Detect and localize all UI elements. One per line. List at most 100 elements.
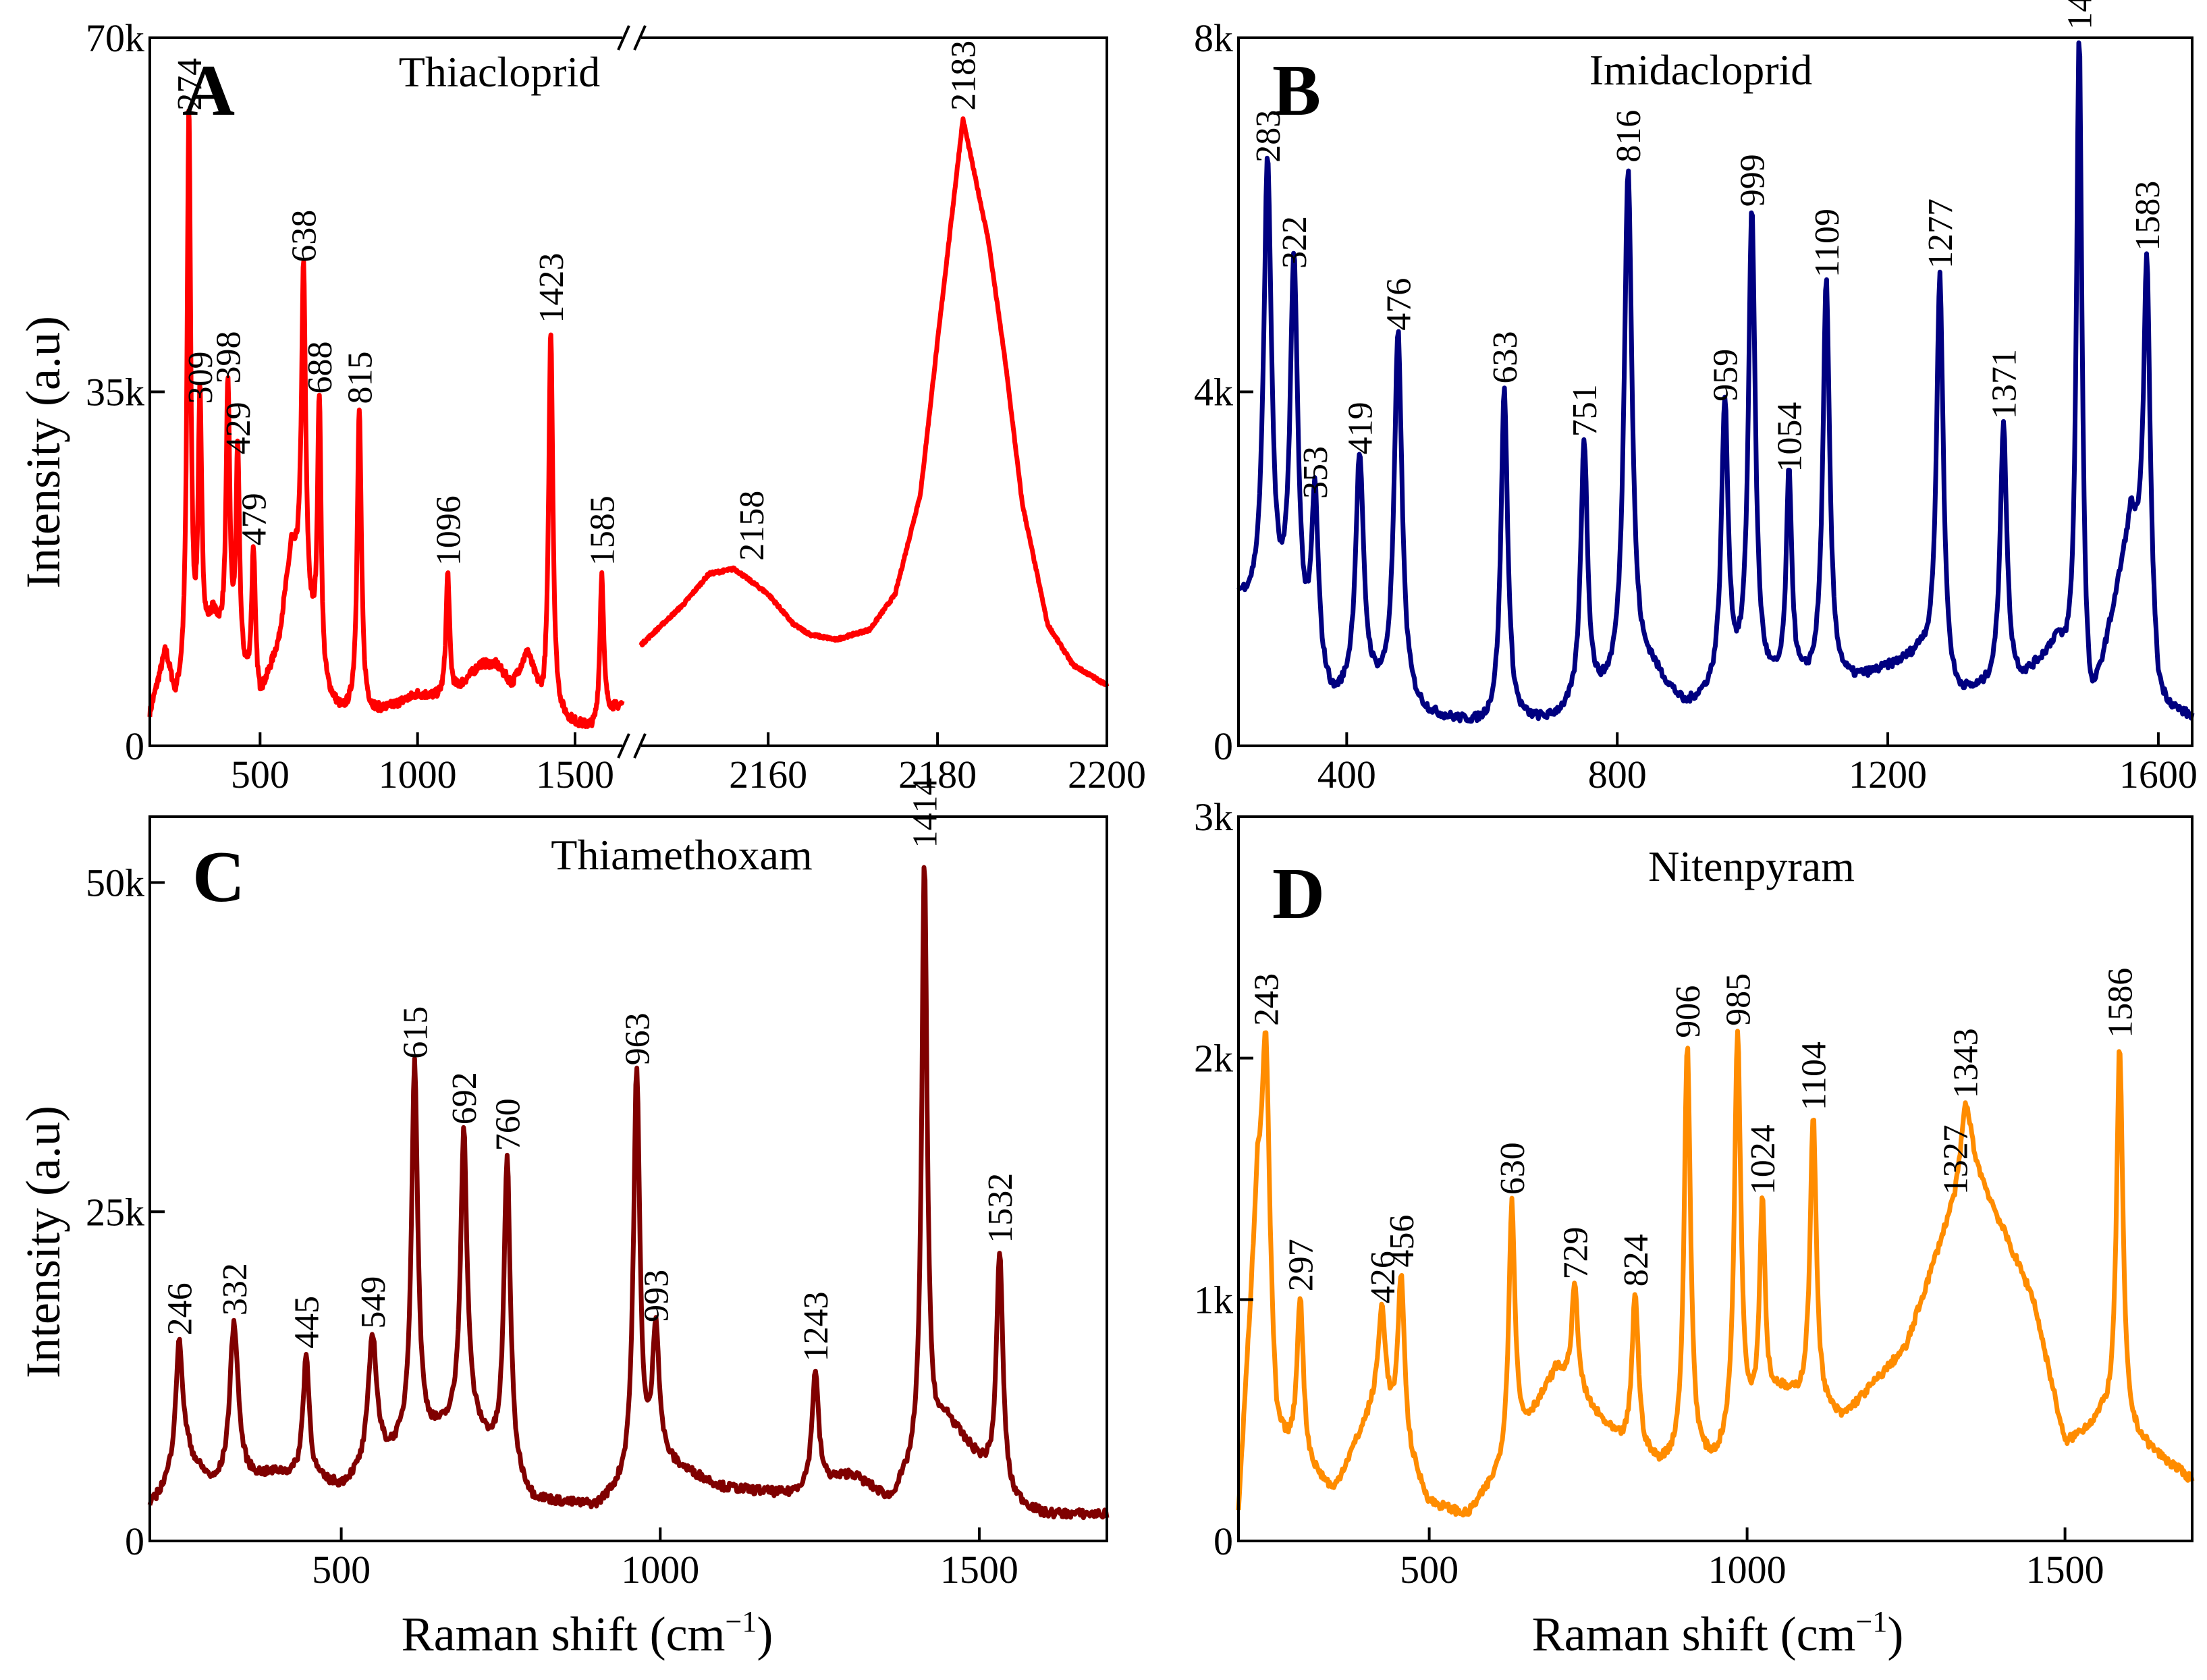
x-tick-label: 1500 bbox=[2026, 1548, 2104, 1592]
peak-label: 283 bbox=[1249, 110, 1288, 163]
spectrum-line-a-seg1 bbox=[147, 108, 625, 729]
peak-label: 999 bbox=[1734, 154, 1772, 207]
peak-label: 963 bbox=[618, 1012, 657, 1065]
peak-label: 1583 bbox=[2129, 181, 2167, 251]
x-axis-title-sup: −1 bbox=[1856, 1605, 1888, 1638]
peak-label: 1243 bbox=[797, 1291, 836, 1361]
x-axis-title-close: ) bbox=[757, 1607, 773, 1661]
peak-label: 1024 bbox=[1744, 1124, 1782, 1195]
peak-label: 1104 bbox=[1795, 1041, 1834, 1110]
peak-label: 993 bbox=[638, 1270, 676, 1322]
peak-label: 1343 bbox=[1947, 1028, 1986, 1098]
peak-label: 1327 bbox=[1937, 1124, 1976, 1195]
x-tick-label: 1500 bbox=[536, 753, 614, 796]
peak-label: 549 bbox=[354, 1276, 393, 1329]
peak-label: 1586 bbox=[2102, 968, 2140, 1038]
peak-label: 332 bbox=[216, 1263, 254, 1316]
spectrum-line-c bbox=[147, 865, 1110, 1521]
axis-break-mark bbox=[617, 733, 630, 759]
peak-label: 1585 bbox=[584, 495, 622, 566]
y-axis-title-top: Intensity (a.u) bbox=[16, 316, 70, 589]
x-tick-label: 1600 bbox=[2119, 753, 2198, 796]
peak-label: 815 bbox=[341, 352, 379, 404]
y-tick-label: 50k bbox=[86, 861, 144, 905]
y-tick-label: 4k bbox=[1194, 371, 1233, 414]
x-axis-title-main: Raman shift (cm bbox=[402, 1607, 726, 1661]
peak-label: 1371 bbox=[1985, 349, 2023, 419]
x-tick-label: 1000 bbox=[379, 753, 457, 796]
y-axis-title-bottom: Intensity (a.u) bbox=[16, 1106, 70, 1378]
panel-title-b: Imidacloprid bbox=[1589, 46, 1813, 94]
x-axis-title-left: Raman shift (cm−1) bbox=[402, 1605, 773, 1661]
y-tick-label: 2k bbox=[1194, 1037, 1233, 1081]
y-tick-label: 3k bbox=[1194, 795, 1233, 839]
panel-title-d: Nitenpyram bbox=[1648, 842, 1855, 890]
peak-label: 633 bbox=[1486, 331, 1525, 384]
peak-label: 246 bbox=[161, 1282, 200, 1335]
peak-label: 751 bbox=[1566, 384, 1604, 437]
x-tick-label: 500 bbox=[1400, 1548, 1459, 1592]
peak-label: 816 bbox=[1610, 110, 1648, 163]
peak-label: 959 bbox=[1707, 349, 1745, 402]
plot-frame-c bbox=[148, 815, 1108, 1542]
x-tick-label: 500 bbox=[231, 753, 290, 796]
peak-label: 1109 bbox=[1808, 209, 1847, 277]
peak-label: 426 bbox=[1364, 1251, 1402, 1303]
axis-break-mark bbox=[617, 25, 630, 51]
spectrum-line-b bbox=[1236, 40, 2195, 724]
peak-label: 398 bbox=[210, 331, 248, 384]
x-tick-label: 2200 bbox=[1068, 753, 1146, 796]
x-tick-label: 1000 bbox=[1708, 1548, 1787, 1592]
x-tick-label: 800 bbox=[1588, 753, 1647, 796]
y-tick-label: 35k bbox=[86, 371, 144, 414]
panel-title-a: Thiacloprid bbox=[399, 48, 601, 96]
peak-label: 309 bbox=[182, 352, 220, 404]
peak-label: 419 bbox=[1341, 402, 1380, 454]
peak-label: 824 bbox=[1617, 1234, 1656, 1286]
y-tick-label: 1k bbox=[1194, 1278, 1233, 1322]
x-tick-label: 2160 bbox=[729, 753, 807, 796]
axis-break-mark bbox=[633, 25, 647, 51]
peak-label: 1277 bbox=[1922, 198, 1960, 269]
y-tick-label: 0 bbox=[1214, 724, 1233, 768]
peak-label: 322 bbox=[1276, 216, 1314, 269]
peak-label: 429 bbox=[219, 402, 258, 454]
y-tick-label: 0 bbox=[125, 1519, 144, 1563]
peak-label: 1423 bbox=[533, 253, 571, 323]
peak-label: 1532 bbox=[981, 1173, 1020, 1243]
x-tick-label: 1500 bbox=[940, 1548, 1018, 1592]
panel-letter-d: D bbox=[1272, 854, 1325, 934]
peak-label: 1096 bbox=[430, 495, 468, 566]
x-axis-title-close: ) bbox=[1887, 1607, 1903, 1661]
peak-label: 243 bbox=[1248, 973, 1286, 1026]
peak-label: 1483 bbox=[2061, 0, 2100, 30]
peak-label: 2158 bbox=[733, 491, 771, 561]
peak-label: 479 bbox=[236, 493, 274, 545]
peak-label: 1414 bbox=[906, 778, 945, 848]
y-tick-label: 0 bbox=[125, 724, 144, 768]
plot-frame-d bbox=[1237, 815, 2194, 1542]
x-tick-label: 1200 bbox=[1849, 753, 1927, 796]
x-axis-title-right: Raman shift (cm−1) bbox=[1532, 1605, 1904, 1661]
spectrum-line-a-seg2 bbox=[638, 116, 1110, 688]
spectrum-line-d bbox=[1236, 1029, 2195, 1518]
peak-label: 688 bbox=[301, 342, 339, 394]
y-tick-label: 25k bbox=[86, 1190, 144, 1234]
peak-label: 445 bbox=[288, 1296, 327, 1349]
peak-label: 630 bbox=[1494, 1142, 1532, 1195]
x-axis-title-main: Raman shift (cm bbox=[1532, 1607, 1856, 1661]
x-tick-label: 500 bbox=[312, 1548, 371, 1592]
peak-label: 985 bbox=[1720, 973, 1758, 1026]
peak-label: 1054 bbox=[1771, 402, 1809, 472]
peak-label: 729 bbox=[1556, 1227, 1595, 1280]
peak-label: 476 bbox=[1380, 278, 1419, 331]
panel-letter-a: A bbox=[182, 51, 235, 131]
peak-label: 353 bbox=[1297, 446, 1335, 499]
panel-c: 500 1000 1500 246 332 445 549 615 692 760 963 993 12… bbox=[86, 778, 1110, 1592]
peak-label: 274 bbox=[171, 58, 209, 111]
peak-label: 638 bbox=[285, 210, 324, 263]
